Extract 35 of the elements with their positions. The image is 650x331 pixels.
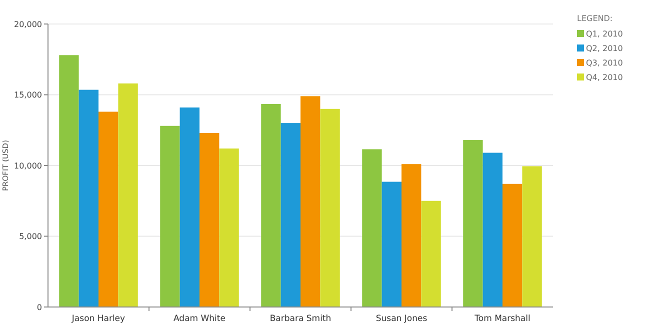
legend-label: Q4, 2010 bbox=[586, 72, 623, 82]
bar bbox=[261, 104, 281, 307]
bar bbox=[522, 166, 542, 307]
bar bbox=[320, 108, 340, 307]
bar bbox=[78, 90, 98, 307]
bar bbox=[463, 140, 483, 307]
legend-label: Q2, 2010 bbox=[586, 44, 623, 53]
bar bbox=[280, 123, 300, 307]
bar bbox=[502, 184, 522, 307]
bar bbox=[482, 152, 502, 307]
bar bbox=[300, 96, 320, 307]
bar bbox=[402, 164, 422, 307]
x-tick-label: Jason Harley bbox=[70, 314, 126, 324]
legend-label: Q3, 2010 bbox=[586, 58, 623, 68]
bar bbox=[362, 149, 382, 307]
y-tick-label: 5,000 bbox=[19, 232, 42, 242]
bar bbox=[219, 148, 239, 307]
legend-title: LEGEND: bbox=[577, 14, 613, 23]
bar bbox=[98, 112, 118, 307]
bar bbox=[160, 126, 180, 307]
bar bbox=[200, 132, 220, 307]
x-tick-label: Barbara Smith bbox=[270, 314, 332, 324]
x-tick-label: Tom Marshall bbox=[474, 314, 530, 324]
x-tick-label: Adam White bbox=[174, 314, 226, 324]
y-tick-label: 20,000 bbox=[14, 20, 42, 29]
legend-label: Q1, 2010 bbox=[586, 29, 623, 38]
y-tick-label: 15,000 bbox=[14, 90, 42, 100]
y-tick-label: 10,000 bbox=[14, 161, 42, 170]
bar bbox=[421, 200, 441, 307]
bar bbox=[180, 107, 200, 307]
bar bbox=[59, 55, 79, 307]
x-tick-label: Susan Jones bbox=[376, 314, 428, 324]
bar bbox=[382, 182, 402, 307]
bar bbox=[118, 83, 138, 307]
y-tick-label: 0 bbox=[36, 302, 42, 312]
